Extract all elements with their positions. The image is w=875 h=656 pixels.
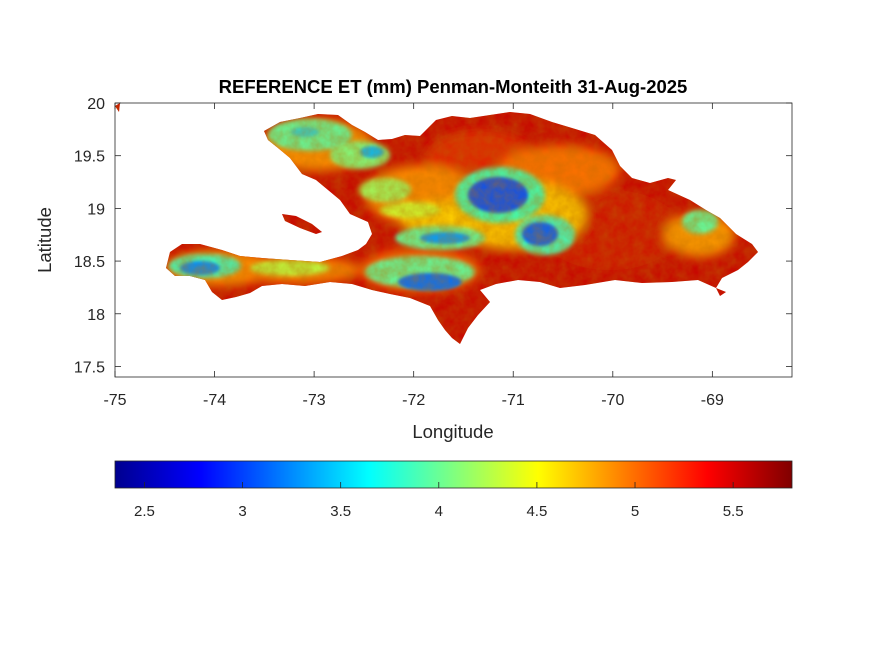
x-axis: -75 -74 -73 -72 -71 -70 -69 — [103, 103, 724, 409]
colorbar-tick-label: 2.5 — [134, 503, 155, 520]
colorbar-ticks: 2.5 3 3.5 4 4.5 5 5.5 — [134, 482, 744, 520]
y-tick-label: 17.5 — [74, 359, 105, 376]
x-axis-label: Longitude — [412, 421, 493, 442]
x-tick-label: -75 — [103, 392, 126, 409]
colorbar — [114, 460, 793, 489]
y-tick-label: 18 — [87, 307, 105, 324]
x-tick-label: -71 — [502, 392, 525, 409]
y-tick-label: 19 — [87, 201, 105, 218]
colorbar-tick-label: 5 — [631, 503, 639, 520]
x-tick-label: -70 — [601, 392, 624, 409]
y-axis-label: Latitude — [34, 207, 55, 273]
x-tick-label: -69 — [701, 392, 724, 409]
y-axis: 17.5 18 18.5 19 19.5 20 — [74, 96, 792, 376]
colorbar-tick-label: 3 — [238, 503, 246, 520]
colorbar-tick-label: 4 — [435, 503, 443, 520]
y-tick-label: 20 — [87, 96, 105, 113]
colorbar-tick-label: 4.5 — [526, 503, 547, 520]
axes-frame — [114, 102, 793, 378]
chart-title: REFERENCE ET (mm) Penman-Monteith 31-Aug… — [219, 76, 688, 97]
y-tick-label: 18.5 — [74, 254, 105, 271]
x-tick-label: -74 — [203, 392, 226, 409]
x-tick-label: -73 — [303, 392, 326, 409]
y-tick-label: 19.5 — [74, 149, 105, 166]
x-tick-label: -72 — [402, 392, 425, 409]
colorbar-tick-label: 5.5 — [723, 503, 744, 520]
colorbar-tick-label: 3.5 — [330, 503, 351, 520]
